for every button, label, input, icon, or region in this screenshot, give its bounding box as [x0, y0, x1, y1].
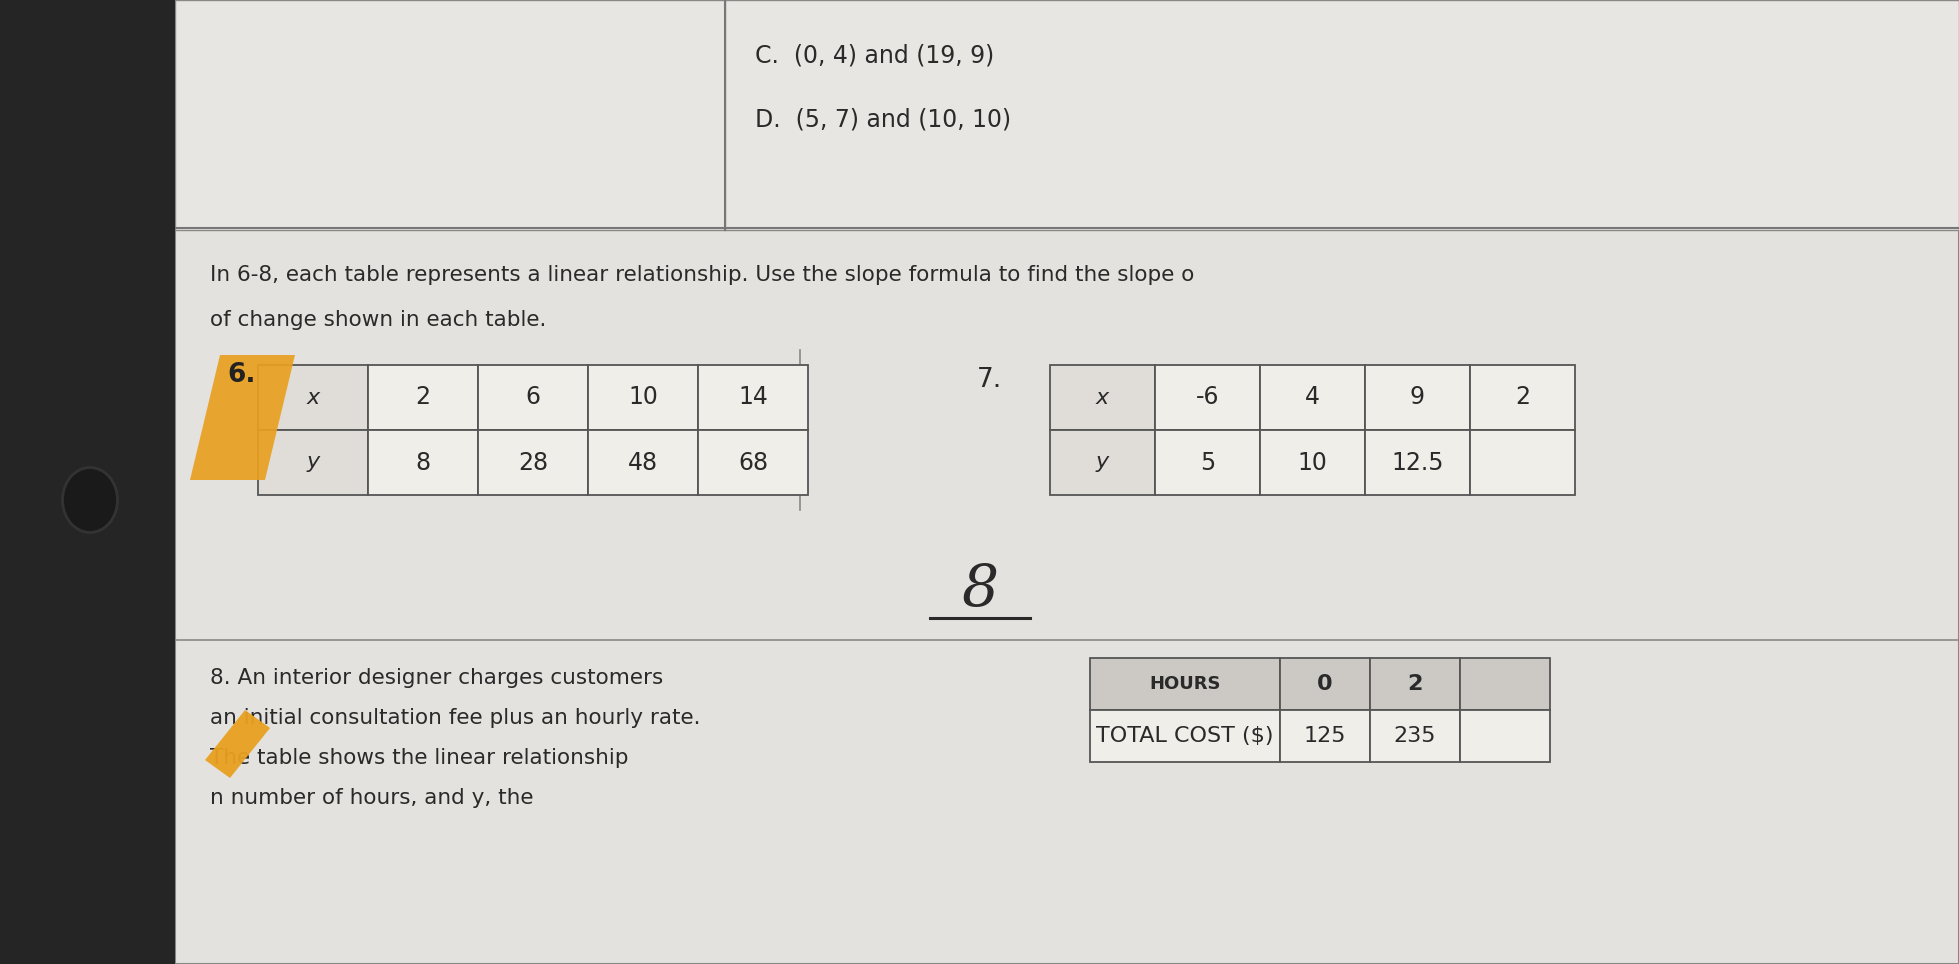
Bar: [174, 0, 725, 230]
Text: 2: 2: [415, 386, 431, 410]
Text: 28: 28: [517, 450, 549, 474]
Bar: [259, 365, 368, 430]
Text: y: y: [306, 452, 319, 472]
Bar: [1369, 658, 1459, 710]
Bar: [478, 430, 588, 495]
Bar: [1050, 365, 1156, 430]
Text: x: x: [1095, 388, 1109, 408]
Bar: [478, 365, 588, 430]
Text: HOURS: HOURS: [1150, 675, 1220, 693]
Text: 8. An interior designer charges customers: 8. An interior designer charges customer…: [210, 668, 664, 688]
Text: 2: 2: [1407, 674, 1422, 694]
Text: TOTAL COST ($): TOTAL COST ($): [1097, 726, 1273, 746]
Bar: [1156, 430, 1260, 495]
Text: an initial consultation fee plus an hourly rate.: an initial consultation fee plus an hour…: [210, 708, 701, 728]
Text: 4: 4: [1305, 386, 1320, 410]
Bar: [588, 430, 697, 495]
Text: 68: 68: [739, 450, 768, 474]
Text: 10: 10: [629, 386, 658, 410]
Text: C.  (0, 4) and (19, 9): C. (0, 4) and (19, 9): [754, 43, 995, 67]
Text: 125: 125: [1305, 726, 1346, 746]
Text: 8: 8: [962, 562, 999, 618]
Bar: [697, 365, 807, 430]
Text: y: y: [1095, 452, 1109, 472]
Bar: [1369, 710, 1459, 762]
Bar: [725, 0, 1959, 230]
Text: 0: 0: [1316, 674, 1332, 694]
Text: 235: 235: [1393, 726, 1436, 746]
Text: 10: 10: [1297, 450, 1328, 474]
Bar: [1279, 658, 1369, 710]
Text: 7.: 7.: [978, 367, 1003, 393]
Bar: [174, 228, 1959, 964]
Text: of change shown in each table.: of change shown in each table.: [210, 310, 547, 330]
Bar: [1089, 710, 1279, 762]
Ellipse shape: [63, 468, 118, 532]
Polygon shape: [190, 355, 296, 480]
Text: x: x: [306, 388, 319, 408]
Bar: [259, 430, 368, 495]
Text: 5: 5: [1199, 450, 1215, 474]
Bar: [1469, 430, 1575, 495]
Bar: [588, 365, 697, 430]
Bar: [1156, 365, 1260, 430]
Bar: [1089, 658, 1279, 710]
Bar: [1260, 430, 1365, 495]
Text: 12.5: 12.5: [1391, 450, 1444, 474]
Bar: [0, 0, 174, 964]
Text: D.  (5, 7) and (10, 10): D. (5, 7) and (10, 10): [754, 108, 1011, 132]
Text: 48: 48: [629, 450, 658, 474]
Bar: [1050, 430, 1156, 495]
Bar: [1459, 710, 1550, 762]
Bar: [368, 365, 478, 430]
Text: In 6-8, each table represents a linear relationship. Use the slope formula to fi: In 6-8, each table represents a linear r…: [210, 265, 1195, 285]
Text: 9: 9: [1410, 386, 1424, 410]
Bar: [1469, 365, 1575, 430]
Polygon shape: [206, 710, 270, 778]
Text: 8: 8: [415, 450, 431, 474]
Bar: [1365, 365, 1469, 430]
Text: -6: -6: [1195, 386, 1218, 410]
Text: n number of hours, and y, the: n number of hours, and y, the: [210, 788, 533, 808]
Text: The table shows the linear relationship: The table shows the linear relationship: [210, 748, 629, 768]
Bar: [368, 430, 478, 495]
Bar: [697, 430, 807, 495]
Bar: [1365, 430, 1469, 495]
Text: 6: 6: [525, 386, 541, 410]
Text: 2: 2: [1514, 386, 1530, 410]
Bar: [1260, 365, 1365, 430]
Bar: [1459, 658, 1550, 710]
Bar: [1279, 710, 1369, 762]
Text: 14: 14: [739, 386, 768, 410]
Text: 6.: 6.: [227, 362, 257, 388]
